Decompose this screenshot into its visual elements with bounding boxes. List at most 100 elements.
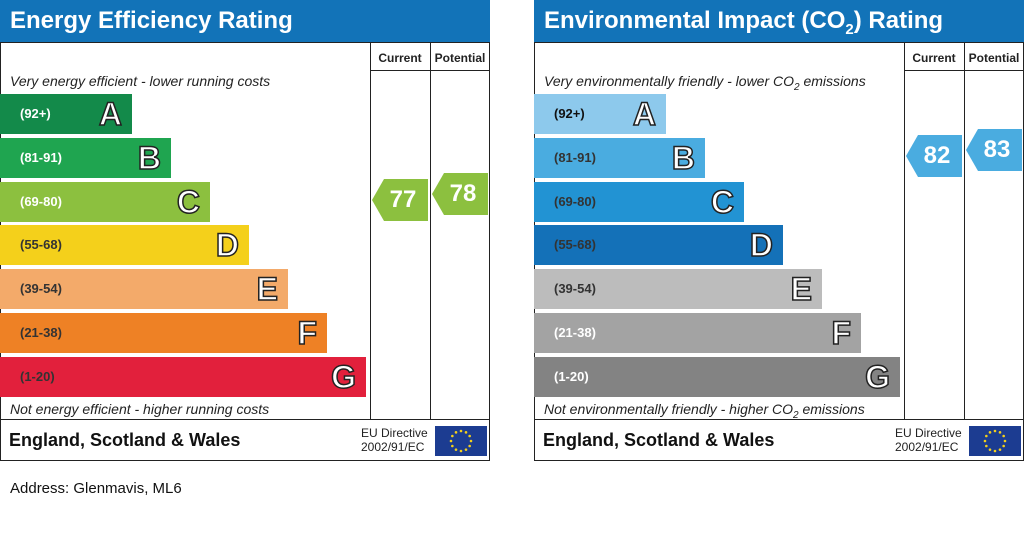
current-rating-marker: 77 [372, 178, 428, 221]
band-letter-label: E [256, 270, 279, 308]
directive-line: EU Directive [895, 426, 962, 440]
panel-footer: England, Scotland & Wales EU Directive 2… [0, 420, 490, 461]
panel-footer: England, Scotland & Wales EU Directive 2… [534, 420, 1024, 461]
band-range-label: (55-68) [20, 237, 62, 253]
band-range-label: (55-68) [554, 237, 596, 253]
top-hint-text: Very environmentally friendly - lower CO [544, 73, 795, 89]
directive-line: EU Directive [361, 426, 428, 440]
potential-rating-marker: 83 [966, 128, 1022, 171]
column-header-current: Current [378, 51, 422, 65]
column-header-current: Current [912, 51, 956, 65]
bottom-hint-text: Not environmentally friendly - higher CO [544, 401, 793, 417]
divider [430, 42, 431, 420]
bottom-hint: Not environmentally friendly - higher CO… [544, 401, 865, 421]
chart-title-end: ) Rating [853, 7, 944, 34]
rating-value: 78 [449, 179, 477, 207]
flag-star-icon [469, 439, 473, 443]
flag-star-icon [464, 431, 468, 434]
flag-star-icon [1002, 444, 1005, 448]
band-letter-label: B [137, 139, 162, 177]
divider [370, 42, 371, 420]
flag-star-icon [1002, 434, 1005, 438]
top-hint-subscript: 2 [794, 81, 800, 93]
flag-star-icon [985, 434, 988, 438]
flag-star-icon [1003, 439, 1007, 443]
current-rating-marker: 82 [906, 134, 962, 177]
eu-flag-icon [435, 426, 487, 456]
band-bar-b: (81-91) B [534, 137, 705, 178]
bottom-hint-subscript: 2 [793, 409, 799, 421]
rating-arrow-shape [966, 128, 1022, 171]
eu-flag-icon [969, 426, 1021, 456]
divider [904, 70, 1024, 71]
flag-star-icon [454, 448, 458, 451]
band-bar-a: (92+) A [534, 94, 666, 134]
band-letter-label: B [671, 139, 696, 177]
band-letter-label: C [710, 183, 735, 221]
band-range-label: (92+) [20, 106, 51, 121]
rating-value: 82 [923, 141, 951, 169]
address-text: Address: Glenmavis, ML6 [10, 480, 182, 497]
directive-line: 2002/91/EC [361, 440, 425, 454]
directive-label: EU Directive 2002/91/EC [361, 426, 428, 454]
band-range-label: (39-54) [554, 281, 596, 297]
flag-star-icon [993, 429, 997, 433]
band-bar-c: (69-80) C [534, 181, 744, 222]
band-letter-label: G [864, 358, 890, 396]
divider [904, 42, 905, 420]
bottom-hint-end: emissions [798, 401, 865, 417]
band-bar-c: (69-80) C [0, 181, 210, 222]
flag-star-icon [468, 444, 471, 448]
band-bar-g: (1-20) G [0, 356, 366, 397]
potential-rating-marker: 78 [432, 172, 488, 215]
column-header-potential: Potential [434, 51, 486, 65]
flag-star-icon [998, 431, 1002, 434]
band-bar-f: (21-38) F [0, 313, 327, 353]
flag-star-icon [454, 431, 458, 434]
chart-title: Energy Efficiency Rating [10, 7, 293, 34]
region-label: England, Scotland & Wales [543, 430, 775, 450]
band-range-label: (39-54) [20, 281, 62, 297]
band-range-label: (92+) [554, 106, 585, 121]
flag-star-icon [988, 431, 992, 434]
flag-star-icon [993, 449, 997, 453]
band-letter-label: D [749, 227, 774, 265]
flag-star-icon [451, 434, 454, 438]
directive-line: 2002/91/EC [895, 440, 959, 454]
band-bar-a: (92+) A [0, 94, 132, 134]
flag-star-icon [985, 444, 988, 448]
band-bar-e: (39-54) E [0, 269, 288, 310]
flag-star-icon [468, 434, 471, 438]
flag-star-icon [998, 448, 1002, 451]
flag-star-icon [451, 444, 454, 448]
band-range-label: (1-20) [554, 368, 589, 384]
band-range-label: (69-80) [20, 193, 62, 209]
top-hint: Very energy efficient - lower running co… [10, 73, 271, 89]
environmental-impact-panel: Environmental Impact (CO2) Rating Curren… [534, 0, 1024, 462]
band-letter-label: A [632, 95, 657, 133]
band-letter-label: C [176, 183, 201, 221]
rating-arrow-shape [372, 178, 428, 221]
energy-efficiency-panel: Energy Efficiency Rating Current Potenti… [0, 0, 490, 462]
band-letter-label: D [215, 227, 240, 265]
divider [370, 70, 490, 71]
bottom-hint: Not energy efficient - higher running co… [10, 401, 270, 417]
band-range-label: (21-38) [554, 325, 596, 340]
band-letter-label: E [790, 270, 813, 308]
flag-star-icon [449, 439, 453, 443]
band-letter-label: F [831, 314, 852, 352]
band-range-label: (1-20) [20, 368, 55, 384]
flag-star-icon [459, 429, 463, 433]
rating-arrow-shape [432, 172, 488, 215]
rating-value: 77 [389, 185, 417, 213]
band-range-label: (81-91) [554, 149, 596, 165]
band-bar-f: (21-38) F [534, 313, 861, 353]
chart-title: Environmental Impact (CO [544, 7, 846, 34]
panel-title: Environmental Impact (CO2) Rating [534, 0, 1024, 42]
rating-arrow-shape [906, 134, 962, 177]
flag-star-icon [459, 449, 463, 453]
flag-star-icon [983, 439, 987, 443]
band-letter-label: F [297, 314, 318, 352]
band-letter-label: G [330, 358, 356, 396]
top-hint-end: emissions [799, 73, 866, 89]
